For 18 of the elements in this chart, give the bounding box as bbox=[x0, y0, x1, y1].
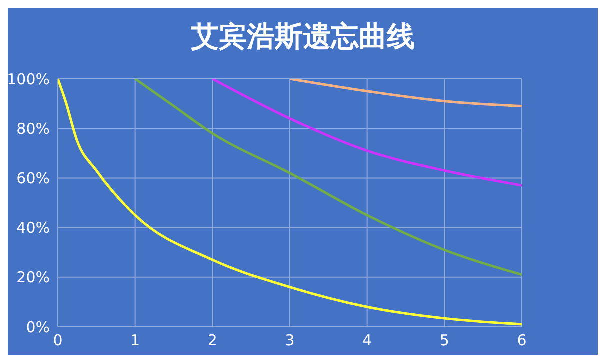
y-tick-label: 100% bbox=[7, 70, 50, 88]
y-tick-label: 20% bbox=[16, 268, 50, 287]
x-tick-label: 4 bbox=[362, 332, 372, 350]
line-series bbox=[211, 79, 522, 187]
chart-title: 艾宾浩斯遗忘曲线 bbox=[190, 19, 416, 55]
x-tick-label: 3 bbox=[285, 332, 295, 350]
y-tick-label: 40% bbox=[16, 219, 50, 238]
y-tick-label: 80% bbox=[16, 120, 50, 138]
x-tick-label: 5 bbox=[440, 332, 450, 350]
x-tick-label: 6 bbox=[517, 332, 527, 350]
x-tick-label: 0 bbox=[53, 332, 63, 350]
y-tick-label: 0% bbox=[26, 318, 50, 336]
line-series bbox=[288, 79, 522, 108]
line-series bbox=[58, 79, 522, 326]
x-tick-label: 2 bbox=[208, 332, 218, 350]
x-tick-label: 1 bbox=[130, 332, 140, 350]
y-tick-label: 60% bbox=[16, 170, 50, 188]
line-series bbox=[134, 79, 522, 276]
